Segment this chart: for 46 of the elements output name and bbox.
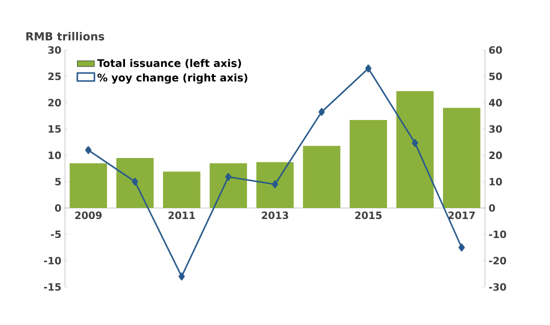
y2-tick-label: 10 <box>490 178 502 186</box>
y2-tick-label: 0 <box>489 204 496 212</box>
point <box>132 178 138 186</box>
bar <box>303 146 340 208</box>
y2-tick-label: -10 <box>489 230 506 238</box>
bar <box>256 162 294 208</box>
legend-label: % yoy change (right axis) <box>98 73 248 84</box>
y2-tick-label: -30 <box>489 283 506 291</box>
x-tick-label: 2011 <box>168 212 195 220</box>
y-tick-label: 0 <box>54 204 61 212</box>
x-tick-label: 2015 <box>355 212 382 220</box>
y-tick-label: -5 <box>50 230 61 238</box>
bar <box>443 108 480 208</box>
point <box>365 64 372 72</box>
y2-tick-label: -20 <box>489 256 506 264</box>
x-tick-label: 2017 <box>448 212 475 220</box>
bar <box>210 163 247 208</box>
x-tick-label: 2013 <box>262 212 288 220</box>
y2-tick-label: 30 <box>489 125 502 133</box>
bar <box>396 91 434 208</box>
y-tick-label: -15 <box>44 283 61 291</box>
point <box>178 272 185 280</box>
y-tick-label: 15 <box>48 125 61 133</box>
y2-tick-label: 50 <box>489 72 502 80</box>
x-tick-label: 2009 <box>75 212 102 220</box>
y-tick-label: 30 <box>48 46 61 54</box>
y2-tick-label: 20 <box>489 152 502 160</box>
point <box>318 108 325 116</box>
point <box>272 180 278 188</box>
legend-label: Total issuance (left axis) <box>97 58 242 68</box>
y-axis-title: RMB trillions <box>26 32 104 40</box>
bar <box>163 172 200 208</box>
y-tick-label: -10 <box>44 256 61 264</box>
point <box>225 172 232 181</box>
y2-tick-label: 40 <box>488 98 502 106</box>
y-tick-label: 20 <box>48 98 61 106</box>
point <box>412 139 418 147</box>
bar <box>70 163 107 208</box>
y-tick-label: 5 <box>55 178 61 186</box>
y-tick-label: 25 <box>48 72 61 80</box>
y2-tick-label: 60 <box>489 46 502 54</box>
point <box>85 146 92 154</box>
y-tick-label: 10 <box>48 152 61 160</box>
bar <box>350 120 387 208</box>
bar <box>116 158 154 208</box>
point <box>458 244 465 252</box>
